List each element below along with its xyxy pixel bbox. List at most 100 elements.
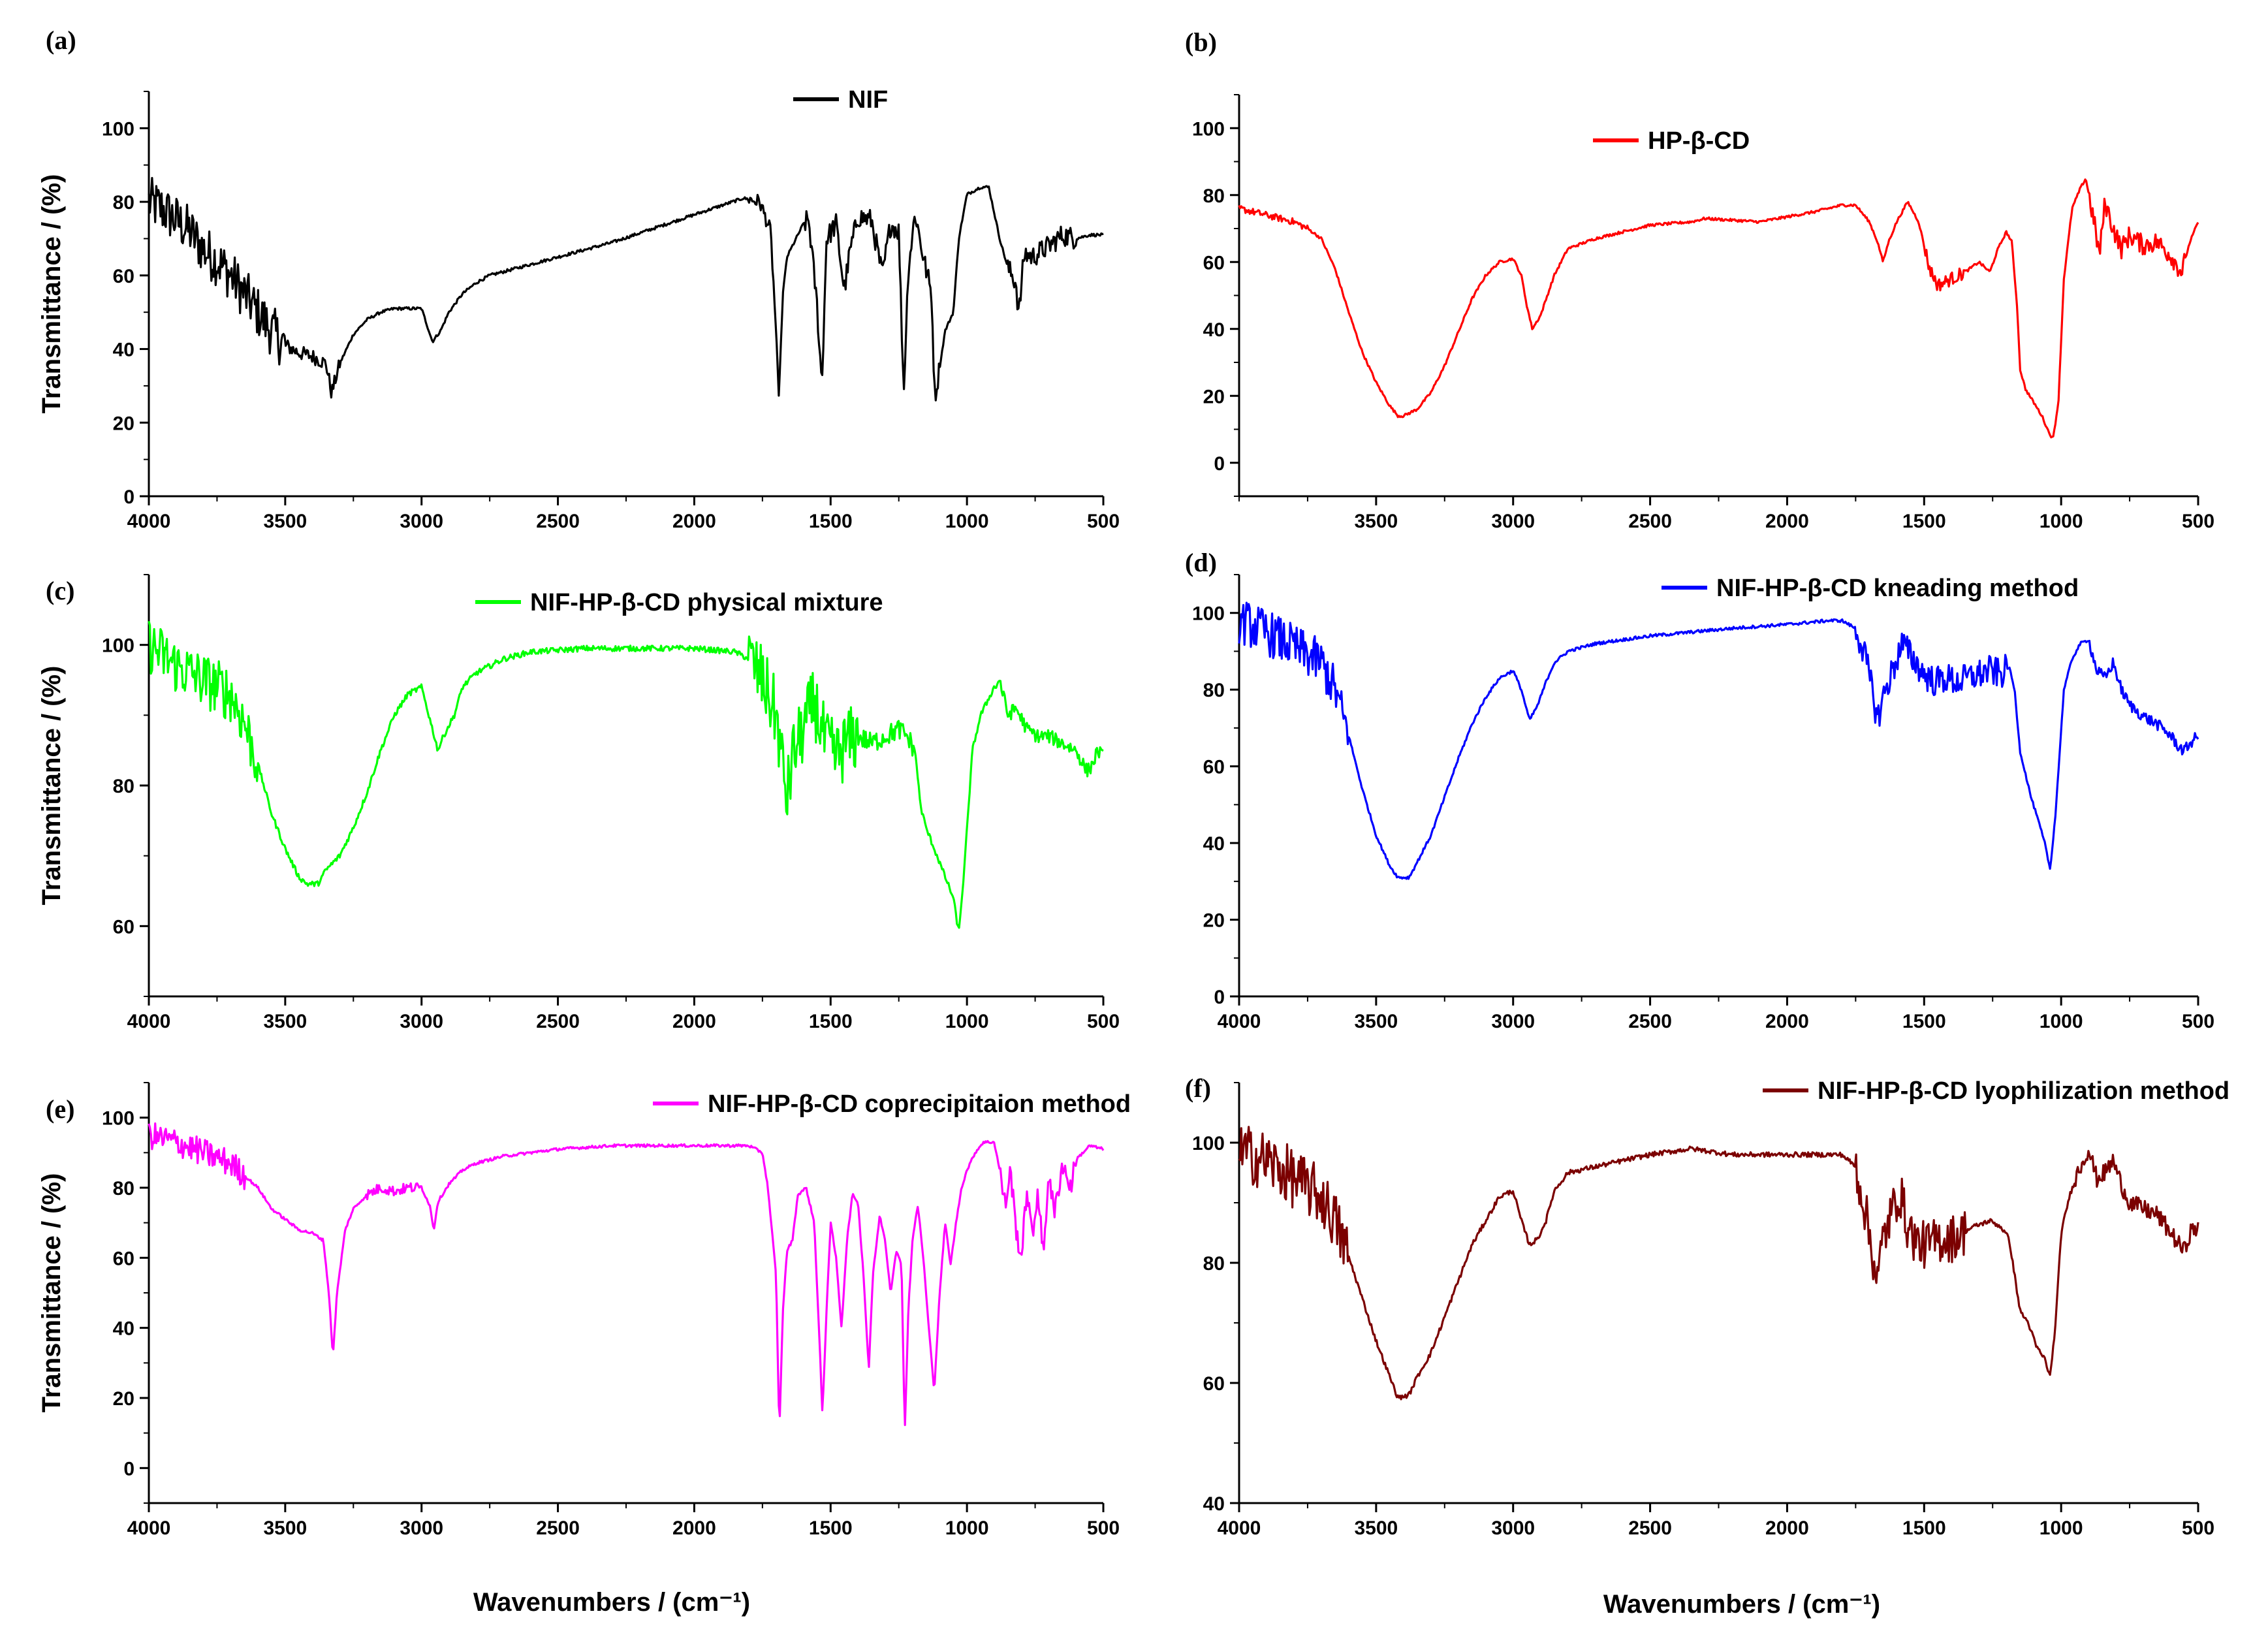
y-tick-label: 80	[1203, 185, 1225, 207]
x-tick-label: 2000	[1765, 1517, 1809, 1539]
x-tick-label: 1000	[945, 1517, 989, 1539]
x-tick-label: 3500	[1354, 1011, 1398, 1032]
chart-panel-e: 4000 3500 3000 2500 2000 1500 1000 500 0 20 40 60 80…	[37, 1082, 1131, 1539]
y-tick-label: 100	[1192, 1133, 1225, 1154]
legend-label: NIF-HP-β-CD physical mixture	[530, 589, 883, 616]
panel-label: (d)	[1185, 548, 1217, 577]
spectrum-line	[148, 177, 1104, 402]
y-tick-label: 60	[113, 266, 134, 287]
x-tick-label: 3000	[400, 511, 443, 532]
chart-panel-f: 4000 3500 3000 2500 2000 1500 1000 500 40 60 80 100…	[1185, 1073, 2229, 1539]
x-tick-label: 2500	[1628, 1517, 1672, 1539]
x-tick-label: 3000	[1491, 1011, 1535, 1032]
y-tick-label: 60	[1203, 1373, 1225, 1395]
y-tick-label: 100	[102, 118, 134, 140]
x-tick-label: 1000	[2040, 1011, 2083, 1032]
panel-label: (b)	[1185, 27, 1217, 57]
x-tick-label: 3000	[400, 1011, 443, 1032]
x-tick-label: 1000	[945, 511, 989, 532]
x-tick-label: 3500	[263, 511, 307, 532]
x-tick-label: 1000	[945, 1011, 989, 1032]
panel-label: (e)	[46, 1094, 74, 1124]
spectrum-line	[1238, 178, 2199, 439]
chart-panel-c: 4000 3500 3000 2500 2000 1500 1000 500 60 80 100 Tr…	[37, 574, 1120, 1032]
y-tick-label: 20	[1203, 910, 1225, 932]
x-tick-label: 500	[2182, 1517, 2214, 1539]
x-tick-label: 2000	[672, 1517, 716, 1539]
y-axis-title: Transmittance / (%)	[37, 1173, 66, 1413]
y-tick-label: 0	[123, 1458, 134, 1480]
chart-panel-d: 4000 3500 3000 2500 2000 1500 1000 500 0 20 40 60 80…	[1185, 548, 2214, 1032]
x-tick-label: 4000	[1218, 1011, 1261, 1032]
y-tick-label: 40	[1203, 833, 1225, 855]
legend-label: HP-β-CD	[1648, 127, 1750, 155]
legend-label: NIF	[848, 86, 888, 114]
y-tick-label: 60	[1203, 252, 1225, 274]
x-tick-label: 1500	[1902, 1011, 1946, 1032]
chart-panel-a: 4000 3500 3000 2500 2000 1500 1000 500 0 20 40 60 80…	[37, 25, 1120, 532]
y-tick-label: 40	[1203, 319, 1225, 341]
x-tick-label: 2500	[536, 511, 580, 532]
panel-label: (a)	[46, 25, 76, 55]
spectrum-line	[148, 621, 1104, 929]
x-tick-label: 3000	[400, 1517, 443, 1539]
spectrum-line	[1238, 1126, 2199, 1401]
y-tick-label: 60	[113, 1248, 134, 1269]
x-tick-label: 3000	[1491, 511, 1535, 532]
x-tick-label: 2000	[672, 511, 716, 532]
y-tick-label: 80	[113, 192, 134, 214]
x-tick-label: 4000	[1218, 1517, 1261, 1539]
panel-label: (c)	[46, 576, 74, 605]
spectrum-line	[1238, 601, 2199, 880]
y-tick-label: 0	[123, 486, 134, 508]
x-tick-label: 500	[1087, 1517, 1120, 1539]
x-tick-label: 4000	[127, 511, 171, 532]
y-tick-label: 20	[113, 413, 134, 434]
y-tick-label: 0	[1214, 453, 1225, 475]
x-tick-label: 2500	[536, 1011, 580, 1032]
chart-panel-b: 3500 3000 2500 2000 1500 1000 500 0 20 40 60 80 100 (…	[1185, 27, 2214, 532]
x-tick-label: 3000	[1491, 1517, 1535, 1539]
y-tick-label: 80	[113, 1178, 134, 1199]
x-tick-label: 3500	[1354, 1517, 1398, 1539]
y-tick-label: 40	[1203, 1493, 1225, 1515]
x-tick-label: 2500	[1628, 1011, 1672, 1032]
x-tick-label: 1500	[809, 511, 853, 532]
y-tick-label: 20	[1203, 386, 1225, 407]
x-tick-label: 3500	[263, 1011, 307, 1032]
x-tick-label: 500	[2182, 511, 2214, 532]
y-tick-label: 100	[1192, 603, 1225, 625]
x-tick-label: 500	[1087, 1011, 1120, 1032]
x-tick-label: 2500	[536, 1517, 580, 1539]
y-axis-title: Transmittance / (%)	[37, 666, 66, 906]
y-tick-label: 100	[1192, 118, 1225, 140]
x-tick-label: 2000	[672, 1011, 716, 1032]
y-tick-label: 20	[113, 1388, 134, 1410]
x-tick-label: 1500	[809, 1011, 853, 1032]
x-tick-label: 500	[1087, 511, 1120, 532]
legend-label: NIF-HP-β-CD coprecipitaion method	[708, 1090, 1131, 1118]
y-tick-label: 80	[1203, 1253, 1225, 1275]
y-tick-label: 40	[113, 1318, 134, 1340]
x-tick-label: 2000	[1765, 511, 1809, 532]
x-axis-title-right: Wavenumbers / (cm⁻¹)	[1603, 1590, 1880, 1619]
x-tick-label: 500	[2182, 1011, 2214, 1032]
panels-layer: 4000 3500 3000 2500 2000 1500 1000 500020406080…	[37, 25, 2229, 1539]
x-tick-label: 2500	[1628, 511, 1672, 532]
x-tick-label: 3500	[263, 1517, 307, 1539]
y-tick-label: 100	[102, 635, 134, 657]
spectrum-line	[148, 1122, 1105, 1427]
x-tick-label: 1500	[1902, 511, 1946, 532]
x-tick-label: 1500	[1902, 1517, 1946, 1539]
y-tick-label: 0	[1214, 987, 1225, 1008]
y-tick-label: 60	[113, 916, 134, 938]
y-tick-label: 40	[113, 340, 134, 361]
x-tick-label: 2000	[1765, 1011, 1809, 1032]
x-tick-label: 1000	[2040, 511, 2083, 532]
legend-label: NIF-HP-β-CD lyophilization method	[1818, 1077, 2229, 1105]
y-tick-label: 100	[102, 1108, 134, 1130]
panel-label: (f)	[1185, 1073, 1211, 1103]
legend-label: NIF-HP-β-CD kneading method	[1716, 575, 2079, 602]
y-axis-title: Transmittance / (%)	[37, 174, 66, 414]
